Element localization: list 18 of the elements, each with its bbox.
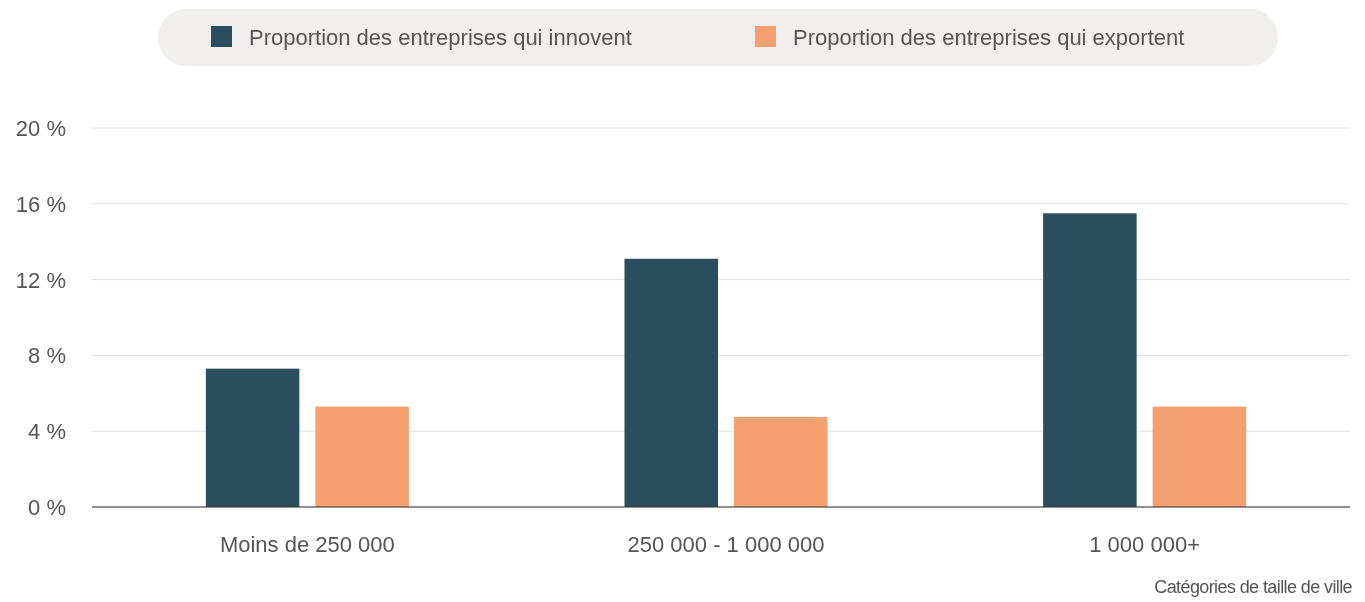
legend-label: Proportion des entreprises qui exportent	[793, 25, 1185, 50]
y-tick-label: 8 %	[28, 343, 66, 369]
bar	[1043, 213, 1137, 507]
x-tick-label: 250 000 - 1 000 000	[627, 532, 825, 557]
bar	[1152, 406, 1247, 507]
bar	[205, 368, 300, 507]
bar	[624, 258, 718, 507]
y-tick-label: 0 %	[28, 495, 66, 520]
legend-label: Proportion des entreprises qui innovent	[249, 25, 632, 50]
y-tick-label: 20 %	[15, 116, 66, 141]
y-tick-label: 12 %	[15, 267, 66, 293]
y-tick-label: 4 %	[28, 419, 66, 445]
bar	[734, 416, 828, 507]
x-tick-label: 1 000 000+	[1089, 532, 1200, 557]
x-tick-label: Moins de 250 000	[219, 532, 395, 557]
bar	[315, 406, 409, 507]
y-tick-label: 16 %	[15, 191, 66, 217]
x-axis-title: Catégories de taille de ville	[1154, 577, 1353, 597]
